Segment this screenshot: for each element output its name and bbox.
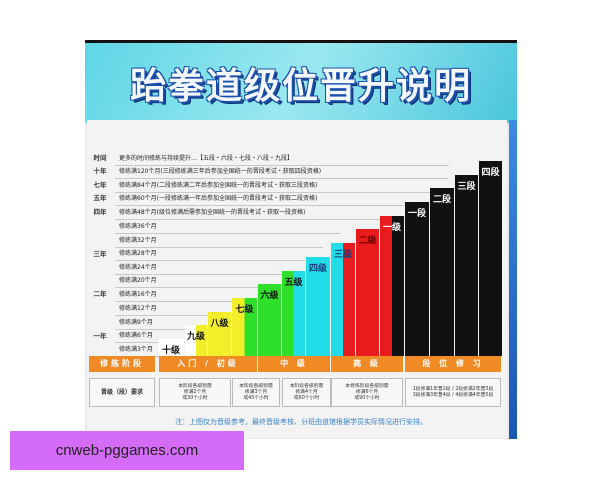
level-bar: 六级 xyxy=(258,284,281,356)
year-label: 七年 xyxy=(93,181,107,189)
level-bar: 九级 xyxy=(185,325,207,356)
level-bar: 三段 xyxy=(455,174,478,356)
level-bar: 八级 xyxy=(208,311,231,356)
schedule-row: 修练满16个月 xyxy=(115,288,251,302)
level-bar: 二段 xyxy=(430,188,454,356)
level-bar: 四段 xyxy=(479,160,502,356)
level-bar: 一段 xyxy=(405,202,429,356)
schedule-row: 修练满9个月 xyxy=(115,316,215,330)
requirement-box: 晋级（段）要求 xyxy=(89,378,155,407)
schedule-row: 修练满84个月(二段修练满二年后参加全国统一的晋段考试・获取三段资格) xyxy=(115,179,449,193)
schedule-row: 修练满36个月 xyxy=(115,220,341,234)
title-banner: 跆拳道级位晋升说明 xyxy=(85,40,517,123)
bar-label: 六级 xyxy=(260,291,279,302)
level-bar: 七级 xyxy=(232,297,257,356)
bar-label: 五级 xyxy=(284,277,303,288)
poster: 跆拳道级位晋升说明 更多的时间修炼与持续提升…【五段・六段・七段・八段・九段】时… xyxy=(85,40,517,439)
bar-label: 三级 xyxy=(333,250,352,261)
bar-label: 三段 xyxy=(457,181,476,192)
bar-label: 四级 xyxy=(308,263,327,274)
year-label: 三年 xyxy=(93,250,107,258)
stage-label: 段 位 修 习 xyxy=(405,356,501,372)
schedule-row: 修练满120个月(三段修练满三年后参加全国统一的晋段考试・获取四段资格) xyxy=(115,165,449,179)
year-label: 一年 xyxy=(93,332,107,340)
year-label: 二年 xyxy=(93,290,107,298)
side-strip xyxy=(509,120,517,439)
level-bar: 四级 xyxy=(306,256,330,356)
year-label: 时间 xyxy=(93,154,107,162)
requirement-box: 本阶段各级别需 修满4个月 或60个小时 xyxy=(282,378,331,407)
requirement-box: 本阶段各级别需 修满2个月 或30个小时 xyxy=(159,378,231,407)
year-label: 五年 xyxy=(93,194,107,202)
bar-label: 二段 xyxy=(432,195,451,206)
level-bar: 五级 xyxy=(282,270,305,356)
level-bar: 一级 xyxy=(380,215,404,356)
year-label: 十年 xyxy=(93,167,107,175)
footnote: 注：上图仅为晋级参考，最终晋级考核、分班由道馆根据学员实际情况进行安排。 xyxy=(175,418,427,426)
bar-label: 七级 xyxy=(235,304,254,315)
schedule-row: 修练满24个月 xyxy=(115,261,287,275)
schedule-rows: 更多的时间修炼与持续提升…【五段・六段・七段・八段・九段】 时间 修练满120个月(… xyxy=(85,40,517,439)
level-bars: 十级 九级 八级 七级 六级 五级 四级 三级 二级 一级 一段 二段 三段 四段 xyxy=(85,40,517,356)
requirement-box: 本修炼阶段各级别需 修满6个月 或90个小时 xyxy=(331,378,403,407)
bar-label: 八级 xyxy=(210,318,229,329)
bar-label: 十级 xyxy=(161,346,180,356)
stage-label: 入门 / 初级 xyxy=(159,356,257,372)
bar-label: 一段 xyxy=(407,209,426,219)
stage-label: 中 级 xyxy=(258,356,330,372)
bar-label: 一级 xyxy=(382,222,401,233)
level-bar: 二级 xyxy=(356,229,379,356)
level-bar: 十级 xyxy=(158,339,184,356)
schedule-row: 修练满48个月(级位修满后需参加全国统一的晋段考试・获取一段资格) xyxy=(115,206,449,220)
schedule-row: 修练满6个月 xyxy=(115,329,197,343)
stage-label: 高 级 xyxy=(331,356,403,372)
year-label: 四年 xyxy=(93,208,107,216)
schedule-row: 修练满28个月 xyxy=(115,247,305,261)
level-bar: 三级 xyxy=(331,243,355,356)
stage-label: 修练阶段 xyxy=(89,356,155,372)
page-title: 跆拳道级位晋升说明 xyxy=(129,66,472,107)
schedule-row: 修练满12个月 xyxy=(115,302,233,316)
schedule-row: 修练满20个月 xyxy=(115,274,269,288)
requirement-box: 1段修满1年晋2段 / 2段修满2年晋3段 3段修满3年晋4段 / 4段修满4年… xyxy=(405,378,501,407)
schedule-row: 更多的时间修炼与持续提升…【五段・六段・七段・八段・九段】 xyxy=(115,152,449,166)
schedule-row: 修练满60个月(一段修练满一年后参加全国统一的晋段考试・获取二段资格) xyxy=(115,192,449,206)
bar-label: 四段 xyxy=(481,167,500,178)
bar-label: 二级 xyxy=(358,236,377,247)
requirement-box: 本阶段各级别需 修满3个月 或45个小时 xyxy=(232,378,280,407)
schedule-row: 修练满32个月 xyxy=(115,234,323,248)
bar-label: 九级 xyxy=(186,332,205,343)
watermark: cnweb-pggames.com xyxy=(10,431,244,470)
